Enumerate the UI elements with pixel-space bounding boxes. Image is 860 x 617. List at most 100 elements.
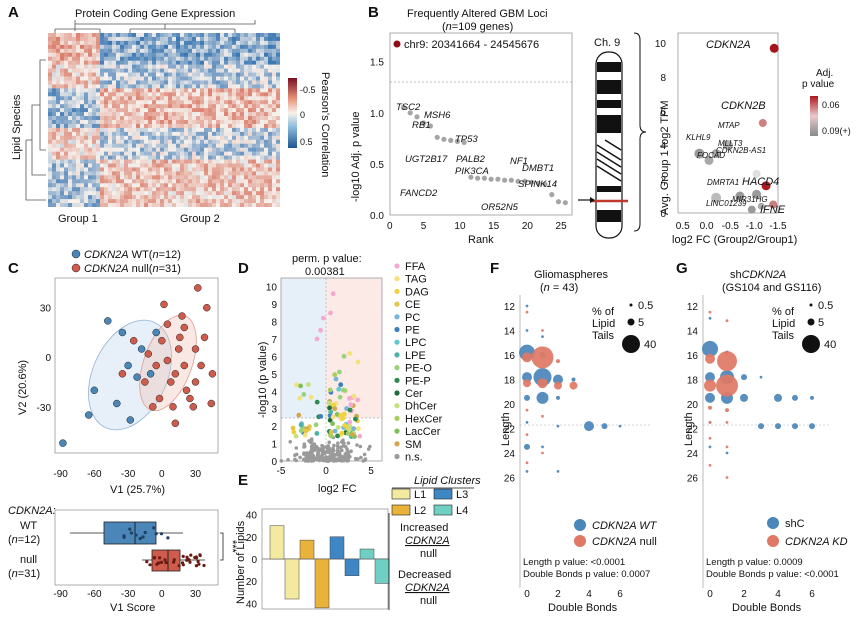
heatmap-cell [80,104,85,109]
volcano-sig-point [348,402,354,408]
heatmap-cell [100,112,105,117]
heatmap-cell [232,175,237,180]
heatmap-cell [180,195,185,200]
heatmap-cell [140,60,145,65]
heatmap-cell [164,195,169,200]
heatmap-cell [184,199,189,204]
pca-point-wt [90,386,99,395]
heatmap-cell [112,187,117,192]
heatmap-cell [176,171,181,176]
heatmap-cell [240,64,245,69]
heatmap-cell [256,175,261,180]
heatmap-cell [204,171,209,176]
heatmap-cell [156,139,161,145]
heatmap-cell [276,147,280,152]
heatmap-cell [196,131,201,137]
heatmap-cell [152,159,157,164]
heatmap-cell [100,88,105,93]
heatmap-cell [192,100,197,105]
volcano-ffa-point [318,327,323,333]
heatmap-cell [192,187,197,192]
heatmap-cell [104,116,109,121]
heatmap-cell [176,159,181,164]
heatmap-cell [104,120,109,125]
heatmap-cell [236,131,241,137]
heatmap-cell [192,64,197,69]
heatmap-cell [236,80,241,85]
g-legend-shc-dot [767,517,779,529]
heatmap-cell [108,116,113,121]
heatmap-cell [60,52,65,58]
heatmap-cell [48,191,53,196]
heatmap-cell [180,80,185,85]
f-bubble-null [531,346,554,369]
heatmap-cell [260,127,265,133]
f-bubble-null [525,461,529,465]
heatmap-cell [208,100,213,105]
heatmap-cell [232,80,237,85]
heatmap-cell [248,104,253,109]
f-bubbles [519,304,622,473]
heatmap-cell [148,68,153,73]
heatmap-cell [220,203,225,207]
box-point-wt [122,534,126,538]
heatmap-cell [200,84,205,89]
b2-gene-focad: FOCAD [697,151,725,160]
heatmap-cell [180,104,185,109]
heatmap-cell [200,36,205,42]
heatmap-cell [264,48,269,54]
colorbar-tick-3: 0.5 [300,137,313,147]
gene-label-nf1: NF1 [510,156,528,167]
heatmap-cell [52,183,57,188]
g-bubble-kd [725,476,729,479]
heatmap-cell [256,52,261,58]
heatmap-cell [268,33,273,38]
box-point-wt [143,530,147,535]
heatmap-cell [240,187,245,192]
pca-xtick: 0 [159,469,165,480]
panel-b-scatter: CDKN2ACDKN2BMTAPKLHL9MLLT3FOCADCDKN2B-AS… [655,32,851,246]
heatmap-cell [136,60,141,65]
heatmap-cell [72,104,77,109]
heatmap-cell [128,139,133,145]
heatmap-cell [220,84,225,89]
heatmap-cell [184,131,189,137]
heatmap-cell [168,40,173,46]
heatmap-cell [192,199,197,204]
heatmap-cell [92,60,97,65]
pca-axes: 300-30-90 -60 -30 0 30 [37,304,202,480]
rank-point [529,179,535,185]
heatmap-cell [116,104,121,109]
heatmap-cell [104,33,109,38]
heatmap-cell [88,123,93,129]
heatmap-cell [96,175,101,180]
heatmap-cell [172,76,177,81]
heatmap-cell [56,84,61,89]
heatmap-cell [228,203,233,207]
heatmap-cell [188,80,193,85]
heatmap-cell [84,187,89,192]
volcano-sig-point [329,429,334,435]
heatmap-cell [164,175,169,180]
fbub-xtick: 0 [524,589,530,600]
heatmap-cell [80,139,85,145]
heatmap-cell [140,68,145,73]
heatmap-cell [228,183,233,188]
heatmap-cell [196,44,201,50]
heatmap-cell [232,191,237,196]
heatmap-cell [88,155,93,160]
heatmap-cell [256,88,261,93]
heatmap-cell [232,171,237,176]
heatmap-cell [276,123,280,129]
volcano-sig-point [330,421,335,427]
b2-gene-linc01239: LINC01239 [706,199,747,208]
heatmap-cell [180,151,185,156]
volcano-ns-point [332,443,336,448]
heatmap-cell [144,52,149,58]
heatmap-cell [156,64,161,69]
heatmap-cell [204,40,209,46]
heatmap-cell [64,147,69,152]
heatmap-cell [248,151,253,156]
heatmap-cell [112,127,117,133]
heatmap-cell [140,92,145,97]
